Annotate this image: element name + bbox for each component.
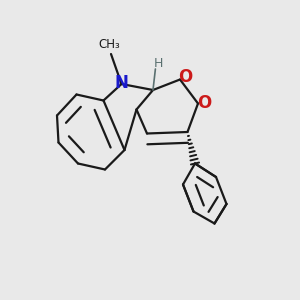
Text: N: N bbox=[115, 74, 128, 92]
Text: O: O bbox=[178, 68, 193, 85]
Text: H: H bbox=[154, 57, 163, 70]
Text: O: O bbox=[197, 94, 212, 112]
Text: CH₃: CH₃ bbox=[99, 38, 120, 52]
